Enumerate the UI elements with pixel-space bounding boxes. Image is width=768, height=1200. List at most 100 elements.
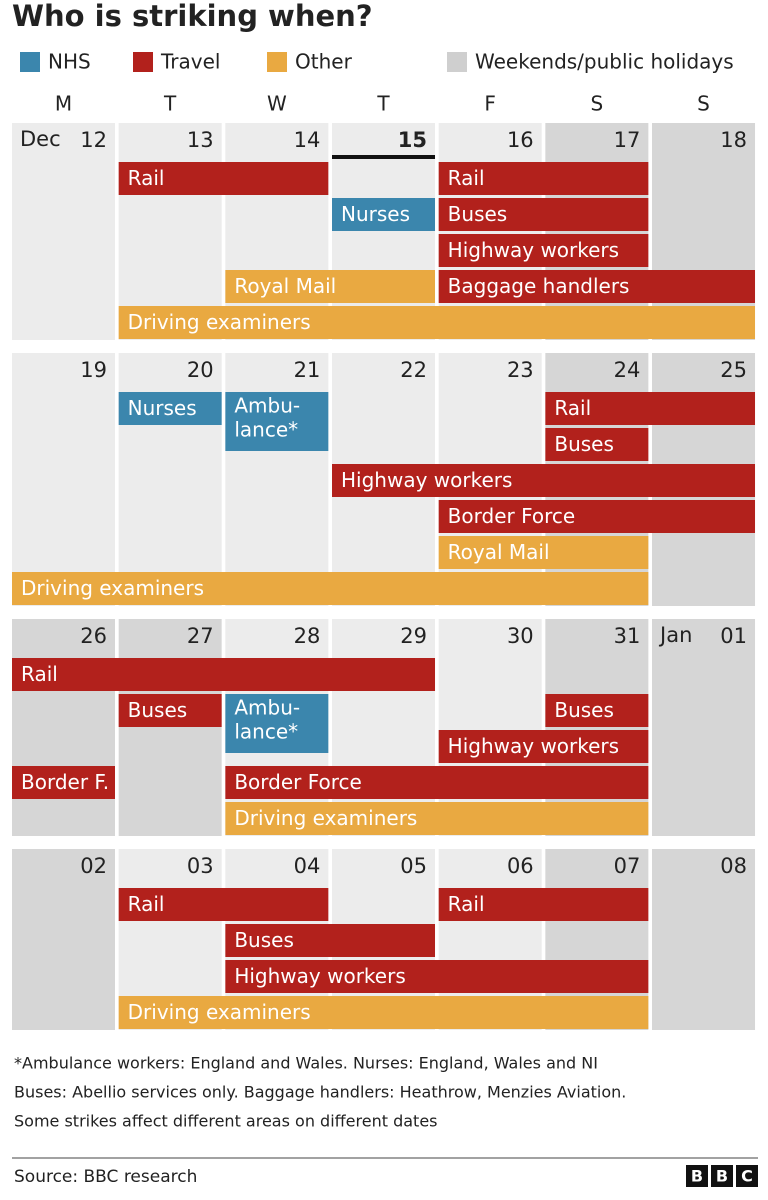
strike-label: Buses	[234, 928, 294, 952]
logo-letter: B	[691, 1167, 703, 1186]
weekday-label: S	[697, 92, 710, 116]
logo-letter: B	[716, 1167, 728, 1186]
day-cell	[12, 619, 115, 836]
month-label: Jan	[658, 623, 692, 647]
strike-label: Rail	[448, 166, 485, 190]
strike-label: lance*	[234, 418, 298, 442]
month-label: Dec	[20, 127, 61, 151]
day-cell	[438, 619, 542, 836]
footnote: Buses: Abellio services only. Baggage ha…	[14, 1083, 626, 1102]
footnote: Some strikes affect different areas on d…	[14, 1112, 438, 1131]
strike-label: Nurses	[341, 202, 410, 226]
date-label: 06	[507, 854, 534, 878]
footnote: *Ambulance workers: England and Wales. N…	[14, 1054, 598, 1073]
strike-bar	[12, 766, 115, 799]
weekday-label: M	[55, 92, 72, 116]
date-label: 23	[507, 358, 534, 382]
legend-label: Weekends/public holidays	[475, 50, 734, 74]
day-cell	[12, 123, 115, 340]
date-label: 30	[507, 624, 534, 648]
strike-bar	[332, 464, 756, 497]
strike-label: Highway workers	[341, 468, 512, 492]
legend-swatch	[20, 52, 40, 72]
strike-bar	[438, 730, 649, 763]
date-label: 12	[80, 128, 107, 152]
strike-bar	[225, 960, 649, 993]
strike-bar	[545, 392, 756, 425]
strike-label: Border Force	[448, 504, 576, 528]
strike-label: Baggage handlers	[448, 274, 630, 298]
strike-label: Driving examiners	[234, 806, 417, 830]
day-cell	[545, 123, 649, 340]
date-label: 29	[400, 624, 427, 648]
day-cell	[225, 123, 329, 340]
date-label: 15	[398, 128, 427, 152]
logo-letter: C	[741, 1167, 753, 1186]
strike-bar	[545, 694, 649, 727]
strike-label: Driving examiners	[21, 576, 204, 600]
legend-label: Travel	[160, 50, 220, 74]
weekday-label: T	[376, 92, 390, 116]
strike-label: Rail	[448, 892, 485, 916]
strike-label: Buses	[448, 202, 508, 226]
legend-label: NHS	[48, 50, 91, 74]
logo-block	[711, 1165, 733, 1187]
date-label: 21	[294, 358, 321, 382]
strike-label: Rail	[554, 396, 591, 420]
date-label: 05	[400, 854, 427, 878]
date-label: 17	[614, 128, 641, 152]
date-label: 14	[294, 128, 321, 152]
strike-bar	[438, 198, 649, 231]
strike-bar	[438, 234, 649, 267]
strike-bar	[545, 428, 649, 461]
strike-label: Royal Mail	[448, 540, 550, 564]
date-label: 28	[294, 624, 321, 648]
date-label: 19	[80, 358, 107, 382]
strike-bar	[438, 270, 756, 303]
strike-label: Buses	[554, 698, 614, 722]
date-label: 04	[294, 854, 321, 878]
strike-label: Ambu-	[234, 696, 300, 720]
day-cell	[332, 123, 436, 340]
strike-bar	[438, 500, 756, 533]
strike-bar	[225, 694, 329, 753]
day-cell	[652, 123, 756, 340]
strike-bar	[438, 536, 649, 569]
logo-block	[736, 1165, 758, 1187]
date-label: 07	[614, 854, 641, 878]
strike-bar	[225, 270, 436, 303]
day-cell	[225, 353, 329, 606]
strike-label: lance*	[234, 720, 298, 744]
date-label: 27	[187, 624, 214, 648]
strike-bar	[225, 392, 329, 451]
date-label: 20	[187, 358, 214, 382]
strike-label: Driving examiners	[128, 310, 311, 334]
strike-bar	[118, 694, 222, 727]
strike-bar	[332, 198, 436, 231]
strike-label: Royal Mail	[234, 274, 336, 298]
strike-label: Border F.	[21, 770, 109, 794]
day-cell	[12, 353, 115, 606]
day-cell	[118, 619, 222, 836]
strike-bar	[438, 162, 649, 195]
legend-swatch	[133, 52, 153, 72]
strike-bar	[118, 162, 329, 195]
logo-block	[686, 1165, 708, 1187]
strike-bar	[12, 658, 436, 691]
date-label: 26	[80, 624, 107, 648]
strike-label: Rail	[21, 662, 58, 686]
date-label: 25	[720, 358, 747, 382]
strike-label: Highway workers	[448, 734, 619, 758]
strike-bar	[225, 924, 436, 957]
strike-label: Rail	[128, 166, 165, 190]
date-label: 24	[614, 358, 641, 382]
date-label: 16	[507, 128, 534, 152]
strike-label: Rail	[128, 892, 165, 916]
strike-label: Driving examiners	[128, 1000, 311, 1024]
day-cell	[652, 619, 756, 836]
strike-label: Ambu-	[234, 394, 300, 418]
day-cell	[118, 353, 222, 606]
day-cell	[652, 849, 756, 1030]
date-label: 08	[720, 854, 747, 878]
